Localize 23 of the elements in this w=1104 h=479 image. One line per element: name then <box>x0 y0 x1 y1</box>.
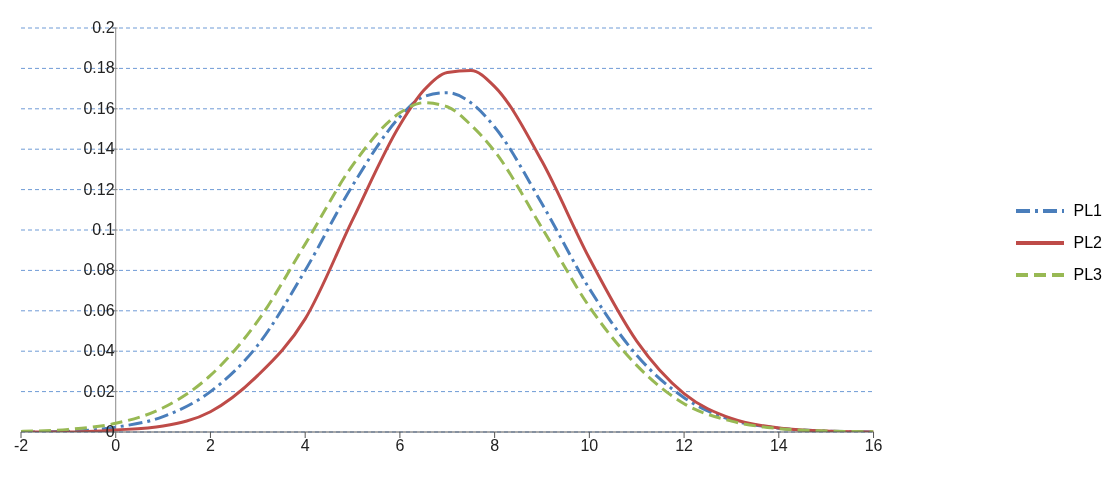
x-tick-label: 10 <box>580 437 599 455</box>
y-tick-label: 0.12 <box>83 180 115 198</box>
x-tick-label: 8 <box>490 437 500 455</box>
y-tick-label: 0.14 <box>83 140 115 158</box>
y-tick-label: 0.1 <box>92 221 115 238</box>
x-tick-label: 12 <box>675 437 694 455</box>
y-tick-label: 0.04 <box>83 342 115 360</box>
legend-label: PL3 <box>1073 266 1102 284</box>
x-tick-label: 14 <box>769 437 788 455</box>
y-tick-label: 0.08 <box>83 261 115 279</box>
y-tick-label: 0.06 <box>83 301 115 319</box>
y-tick-label: 0.18 <box>83 59 115 77</box>
y-tick-label: 0.02 <box>83 382 115 400</box>
x-tick-label: -2 <box>13 437 29 455</box>
y-tick-label: 0.16 <box>83 99 115 117</box>
x-tick-label: 6 <box>395 437 405 455</box>
legend-label: PL2 <box>1073 234 1102 252</box>
x-tick-label: 16 <box>864 437 883 455</box>
x-tick-label: 4 <box>300 437 310 455</box>
y-tick-label: 0 <box>105 423 115 440</box>
legend-label: PL1 <box>1073 202 1102 220</box>
x-tick-label: 2 <box>206 437 215 455</box>
y-tick-label: 0.2 <box>92 19 115 36</box>
